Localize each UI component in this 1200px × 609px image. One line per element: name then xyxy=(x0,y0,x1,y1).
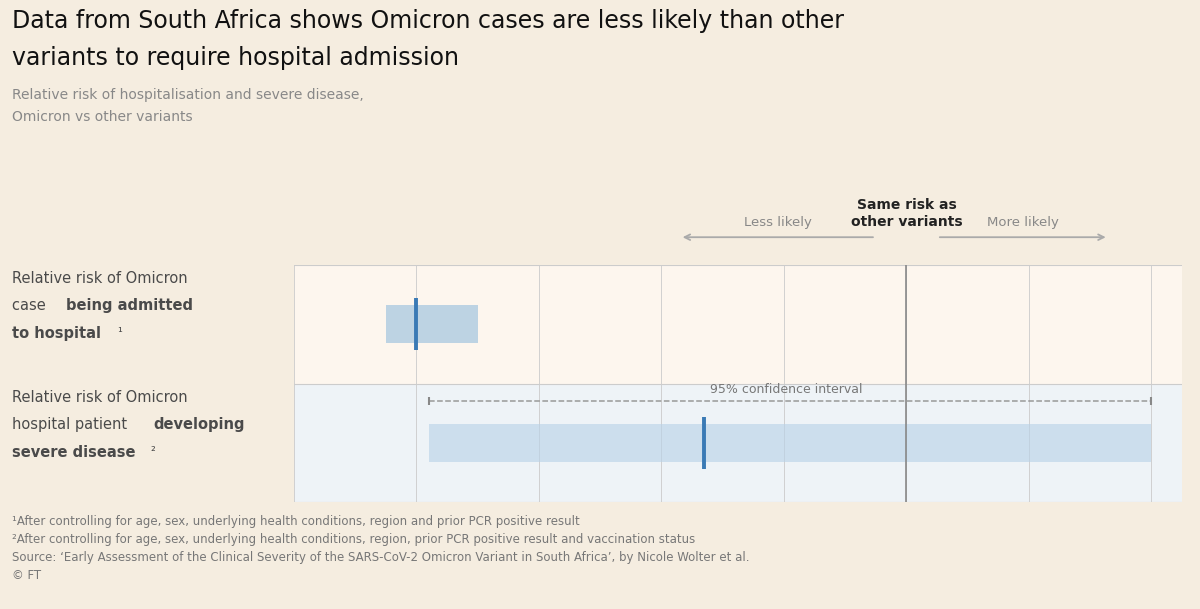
Bar xyxy=(294,384,1182,502)
Text: Omicron vs other variants: Omicron vs other variants xyxy=(12,110,193,124)
Text: ²After controlling for age, sex, underlying health conditions, region, prior PCR: ²After controlling for age, sex, underly… xyxy=(12,533,695,546)
Text: Data from South Africa shows Omicron cases are less likely than other: Data from South Africa shows Omicron cas… xyxy=(12,9,844,33)
Bar xyxy=(386,305,478,343)
Text: variants to require hospital admission: variants to require hospital admission xyxy=(12,46,458,69)
Text: developing: developing xyxy=(154,417,245,432)
Text: Relative risk of hospitalisation and severe disease,: Relative risk of hospitalisation and sev… xyxy=(12,88,364,102)
Text: © FT: © FT xyxy=(12,569,41,582)
Text: ²: ² xyxy=(150,445,155,457)
Text: ¹After controlling for age, sex, underlying health conditions, region and prior : ¹After controlling for age, sex, underly… xyxy=(12,515,580,527)
Text: hospital patient: hospital patient xyxy=(12,417,132,432)
Text: 95% confidence interval: 95% confidence interval xyxy=(710,383,863,396)
Text: Less likely: Less likely xyxy=(744,216,811,230)
Text: being admitted: being admitted xyxy=(66,298,193,314)
Bar xyxy=(294,265,1182,384)
Text: Relative risk of Omicron: Relative risk of Omicron xyxy=(12,271,187,286)
Text: ¹: ¹ xyxy=(118,326,122,339)
Text: case: case xyxy=(12,298,50,314)
Text: severe disease: severe disease xyxy=(12,445,136,460)
Text: Source: ‘Early Assessment of the Clinical Severity of the SARS-CoV-2 Omicron Var: Source: ‘Early Assessment of the Clinica… xyxy=(12,551,750,564)
Bar xyxy=(428,424,1151,462)
Text: Relative risk of Omicron: Relative risk of Omicron xyxy=(12,390,187,405)
Text: More likely: More likely xyxy=(986,216,1058,230)
Text: to hospital: to hospital xyxy=(12,326,101,341)
Text: Same risk as
other variants: Same risk as other variants xyxy=(851,198,962,230)
